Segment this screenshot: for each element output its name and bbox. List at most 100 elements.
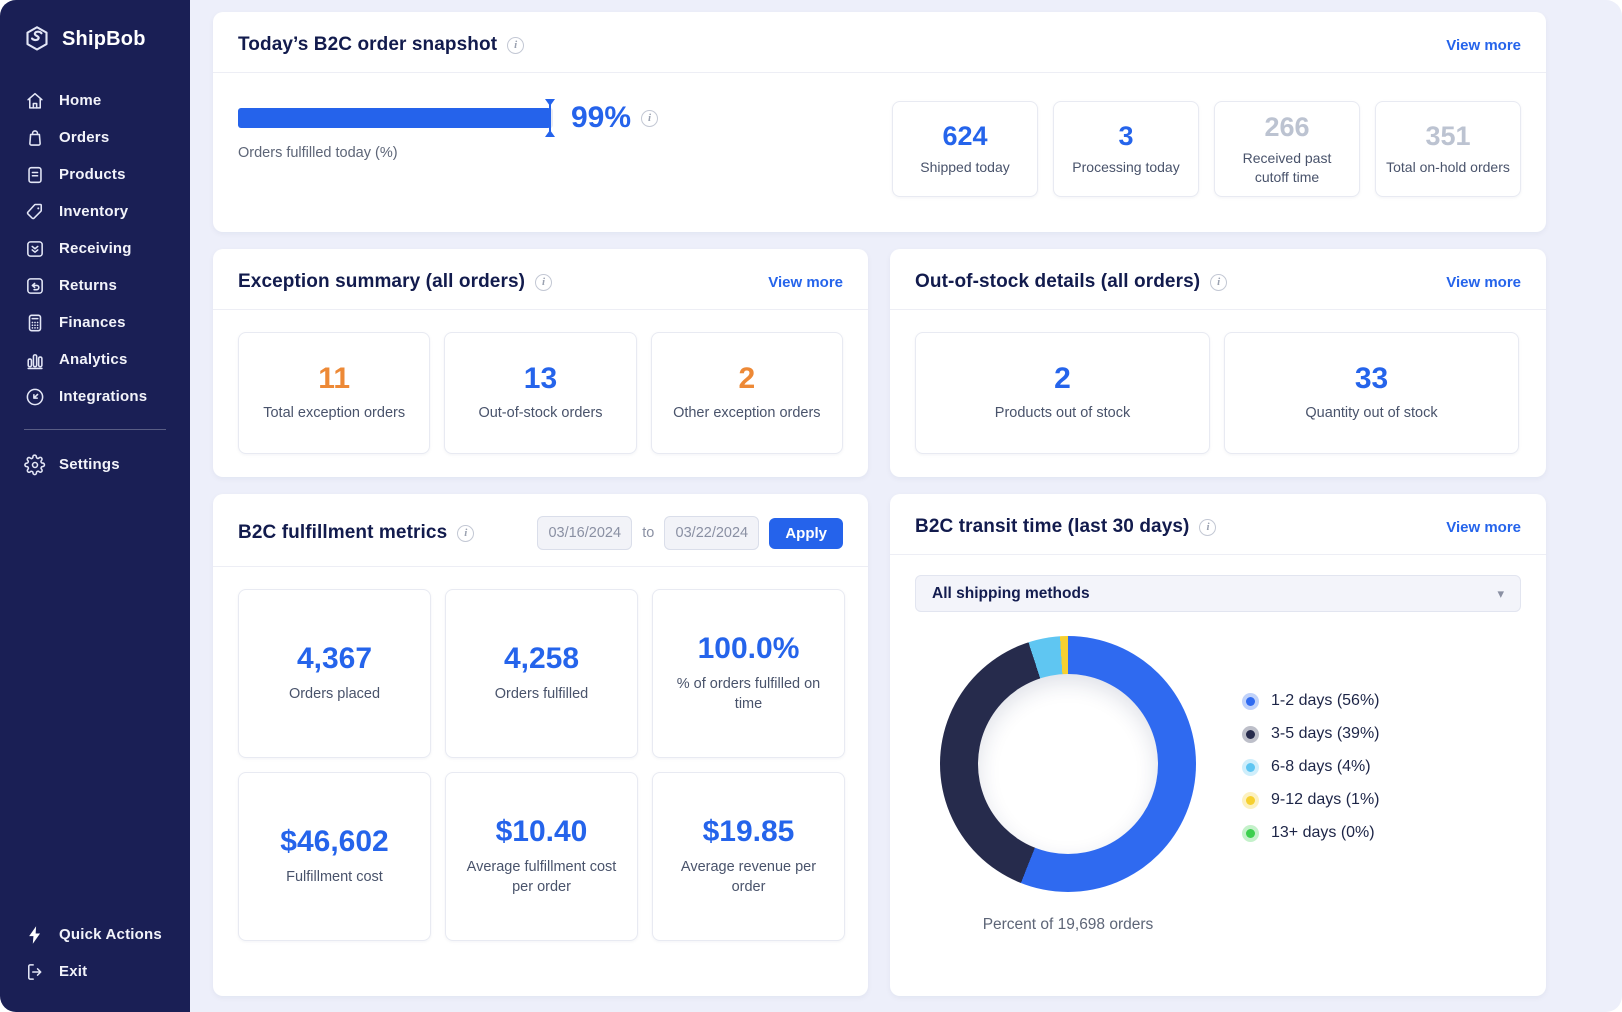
exception-stats: 11 Total exception orders 13 Out-of-stock o… [213, 310, 868, 454]
stat-tile: 4,367 Orders placed [238, 589, 431, 758]
sidebar-item-orders[interactable]: Orders [0, 119, 190, 156]
sidebar-item-inventory[interactable]: Inventory [0, 193, 190, 230]
date-to-input[interactable] [664, 516, 760, 550]
stat-tile: 100.0% % of orders fulfilled on time [652, 589, 845, 758]
stat-label: Processing today [1072, 159, 1180, 176]
info-icon[interactable]: i [535, 273, 553, 291]
stat-tile: 13 Out-of-stock orders [444, 332, 637, 454]
exit-icon [24, 961, 46, 983]
stat-label: Average fulfillment cost per order [466, 859, 617, 895]
brand-name: ShipBob [62, 27, 146, 50]
sidebar-item-label: Inventory [59, 203, 129, 220]
sidebar-item-finances[interactable]: Finances [0, 304, 190, 341]
stat-tile: $10.40 Average fulfillment cost per order [445, 772, 638, 941]
info-icon[interactable]: i [457, 524, 475, 542]
chevron-down-icon: ▾ [1497, 585, 1504, 601]
sidebar-nav: Home Orders Products Inventory Receiving Retu… [0, 82, 190, 415]
stat-value: 100.0% [697, 632, 800, 666]
fulfillment-metrics-card: B2C fulfillment metrics i to Apply 4,367… [213, 494, 868, 996]
stat-tile: 624 Shipped today [892, 101, 1038, 197]
transit-card-title: B2C transit time (last 30 days) [915, 516, 1190, 537]
snapshot-view-more-link[interactable]: View more [1446, 36, 1521, 54]
stat-tile: $19.85 Average revenue per order [652, 772, 845, 941]
sidebar-item-integrations[interactable]: Integrations [0, 378, 190, 415]
stat-label: Orders fulfilled [494, 686, 589, 703]
home-icon [24, 90, 46, 112]
legend-item: 3-5 days (39%) [1242, 725, 1380, 743]
shipping-methods-dropdown[interactable]: All shipping methods ▾ [915, 575, 1521, 612]
donut-legend: 1-2 days (56%) 3-5 days (39%) 6-8 days (4%… [1242, 692, 1380, 842]
settings-icon [24, 453, 46, 476]
stat-tile: 11 Total exception orders [238, 332, 431, 454]
progress-value: 99% [570, 101, 631, 134]
sidebar-item-products[interactable]: Products [0, 156, 190, 193]
info-icon[interactable]: i [507, 36, 525, 54]
stat-value: 33 [1354, 362, 1389, 396]
sidebar-item-label: Orders [59, 129, 110, 146]
stat-value: 11 [318, 362, 351, 396]
legend-label: 1-2 days (56%) [1271, 692, 1380, 709]
stat-tile: 4,258 Orders fulfilled [445, 589, 638, 758]
sidebar-item-analytics[interactable]: Analytics [0, 341, 190, 378]
sidebar-nav-settings: Settings [0, 446, 190, 483]
legend-marker-icon [1242, 692, 1259, 710]
transit-donut-chart [940, 636, 1196, 892]
legend-marker-icon [1242, 824, 1259, 842]
stat-label: Total exception orders [263, 405, 406, 422]
quick-actions-icon [24, 924, 46, 946]
sidebar-item-receiving[interactable]: Receiving [0, 230, 190, 267]
transit-view-more-link[interactable]: View more [1446, 518, 1521, 536]
legend-label: 9-12 days (1%) [1271, 791, 1380, 808]
stat-tile: 2 Products out of stock [915, 332, 1210, 454]
stat-value: $10.40 [495, 815, 588, 849]
stat-tile: 33 Quantity out of stock [1224, 332, 1519, 454]
stat-label: Out-of-stock orders [478, 405, 603, 422]
fulfillment-progress: 99% i Orders fulfilled today (%) [238, 99, 658, 161]
stat-label: Received past cutoff time [1242, 149, 1332, 185]
apply-button[interactable]: Apply [769, 517, 843, 549]
returns-icon [24, 275, 46, 297]
stat-label: Quantity out of stock [1305, 405, 1438, 422]
out-of-stock-card: Out-of-stock details (all orders) i View… [890, 249, 1546, 477]
legend-marker-icon [1242, 791, 1259, 809]
sidebar-item-label: Quick Actions [59, 926, 162, 943]
orders-icon [24, 127, 46, 149]
sidebar-item-exit[interactable]: Exit [0, 953, 190, 990]
progress-track [238, 99, 555, 137]
progress-caption: Orders fulfilled today (%) [238, 145, 398, 161]
info-icon[interactable]: i [641, 109, 658, 127]
stat-label: Average revenue per order [680, 859, 817, 895]
stat-value: 351 [1425, 121, 1471, 152]
sidebar-item-label: Finances [59, 314, 126, 331]
info-icon[interactable]: i [1199, 518, 1217, 536]
info-icon[interactable]: i [1210, 273, 1228, 291]
date-from-input[interactable] [537, 516, 633, 550]
stat-label: Other exception orders [673, 405, 821, 422]
finances-icon [24, 312, 46, 334]
sidebar-item-returns[interactable]: Returns [0, 267, 190, 304]
stat-value: 4,367 [296, 642, 373, 676]
receiving-icon [24, 238, 46, 260]
exception-view-more-link[interactable]: View more [768, 273, 843, 291]
sidebar-item-settings[interactable]: Settings [0, 446, 190, 483]
sidebar-item-label: Home [59, 92, 102, 109]
oos-view-more-link[interactable]: View more [1446, 273, 1521, 291]
stat-value: 4,258 [503, 642, 580, 676]
sidebar-item-quick-actions[interactable]: Quick Actions [0, 916, 190, 953]
fulfillment-card-title: B2C fulfillment metrics [238, 522, 448, 543]
legend-item: 6-8 days (4%) [1242, 758, 1380, 776]
stat-value: 2 [738, 362, 756, 396]
sidebar-item-label: Products [59, 166, 126, 183]
analytics-icon [24, 349, 46, 371]
sidebar-item-home[interactable]: Home [0, 82, 190, 119]
stat-value: 3 [1118, 121, 1134, 152]
stat-label: % of orders fulfilled on time [676, 676, 821, 712]
snapshot-stats: 624 Shipped today 3 Processing today 266 Rece… [892, 101, 1521, 197]
legend-item: 13+ days (0%) [1242, 824, 1380, 842]
donut-caption: Percent of 19,698 orders [982, 916, 1154, 933]
sidebar-item-label: Settings [59, 456, 120, 473]
brand: ShipBob [0, 0, 190, 80]
stat-label: Fulfillment cost [286, 869, 383, 886]
legend-label: 6-8 days (4%) [1271, 758, 1371, 775]
